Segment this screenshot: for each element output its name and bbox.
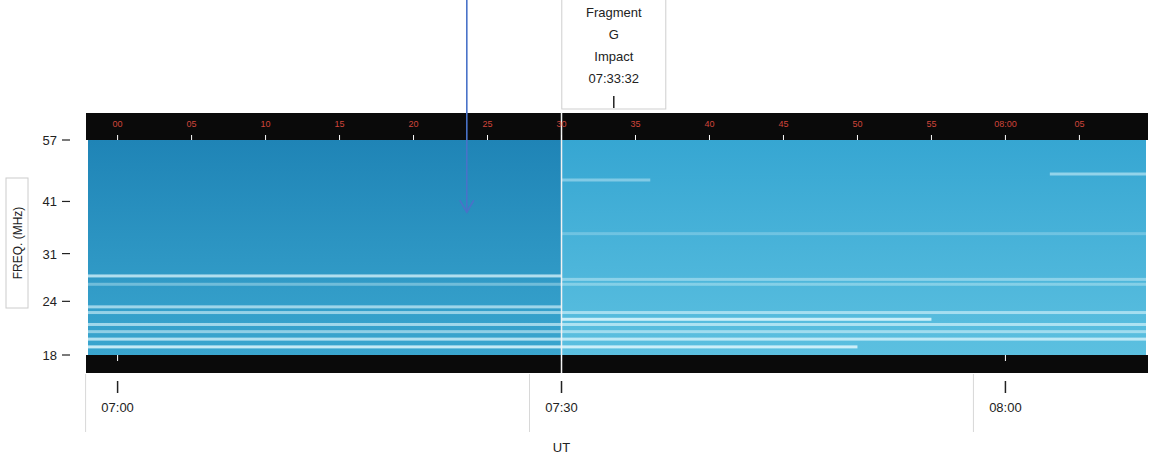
top-tick-label: 55	[926, 119, 936, 129]
top-tick-label: 05	[1074, 119, 1084, 129]
top-tick	[931, 135, 932, 140]
annotation-text: Fragment	[586, 5, 642, 20]
band	[88, 311, 1146, 314]
top-tick	[487, 135, 488, 140]
bands	[88, 173, 1146, 349]
top-tick-label: 20	[409, 119, 419, 129]
top-tick	[413, 135, 414, 140]
label-box-edge	[973, 374, 974, 432]
band	[88, 330, 1146, 333]
annotation-text: G	[609, 27, 619, 42]
annotation-box	[562, 0, 666, 109]
annotation-tick	[613, 96, 615, 108]
label-box-edge	[529, 374, 530, 432]
band	[562, 232, 1146, 235]
arrow-head	[460, 200, 474, 212]
y-tick	[62, 201, 70, 202]
y-tick-label: 57	[43, 133, 57, 148]
top-bar	[86, 113, 1148, 140]
x-tick-label: 08:00	[989, 400, 1022, 415]
top-tick-label: 50	[852, 119, 862, 129]
y-tick	[62, 301, 70, 302]
top-tick	[1005, 135, 1006, 140]
x-tick	[1005, 381, 1007, 393]
x-tick-label: 07:30	[545, 400, 578, 415]
y-label-box	[6, 178, 28, 308]
band	[562, 178, 651, 181]
top-tick	[117, 135, 118, 140]
y-tick-label: 24	[43, 294, 57, 309]
band	[1050, 173, 1146, 176]
top-tick-label: 08:00	[994, 119, 1017, 129]
top-tick-label: 45	[778, 119, 788, 129]
y-tick	[62, 354, 70, 355]
top-tick	[339, 135, 340, 140]
top-tick-label: 35	[630, 119, 640, 129]
panel	[88, 140, 562, 355]
annotation-text: 07:33:32	[588, 71, 639, 86]
band	[88, 323, 1146, 326]
top-tick	[709, 135, 710, 140]
chart: 00 05 10 15 20 25 30 35 40 45 50 55 08:00 05 18 24 31 41 5…	[0, 0, 1155, 462]
top-tick	[857, 135, 858, 140]
top-tick-label: 10	[261, 119, 271, 129]
y-tick-label: 18	[43, 348, 57, 363]
band	[562, 278, 1146, 281]
top-tick-label: 30	[557, 119, 567, 129]
x-tick	[561, 381, 563, 393]
panel-divider	[561, 113, 563, 373]
x-tick-label: 07:00	[101, 400, 134, 415]
top-tick	[635, 135, 636, 140]
y-axis-title: FREQ. (MHz)	[11, 207, 25, 280]
arrow	[466, 0, 468, 212]
panel	[562, 140, 1146, 355]
x-tick-inner	[561, 355, 562, 361]
y-tick	[62, 253, 70, 254]
top-tick-label: 25	[483, 119, 493, 129]
bottom-bar	[86, 355, 1148, 373]
y-tick-label: 41	[43, 194, 57, 209]
x-axis-title: UT	[553, 440, 570, 455]
top-tick-label: 05	[187, 119, 197, 129]
top-tick-label: 40	[704, 119, 714, 129]
band	[88, 283, 1146, 286]
top-tick	[561, 135, 562, 140]
x-tick-inner	[1005, 355, 1006, 361]
top-tick-label: 00	[113, 119, 123, 129]
annotation-text: Impact	[594, 49, 633, 64]
top-tick	[191, 135, 192, 140]
top-tick-label: 15	[335, 119, 345, 129]
band	[88, 305, 562, 308]
y-tick-label: 31	[43, 247, 57, 262]
x-tick-inner	[117, 355, 118, 361]
band	[88, 274, 562, 277]
top-tick	[1079, 135, 1080, 140]
top-tick	[783, 135, 784, 140]
band	[88, 338, 1146, 341]
band	[88, 345, 857, 348]
y-tick	[62, 139, 70, 140]
top-tick	[265, 135, 266, 140]
label-box-edge	[85, 374, 86, 432]
x-tick	[117, 381, 119, 393]
band	[562, 318, 932, 321]
